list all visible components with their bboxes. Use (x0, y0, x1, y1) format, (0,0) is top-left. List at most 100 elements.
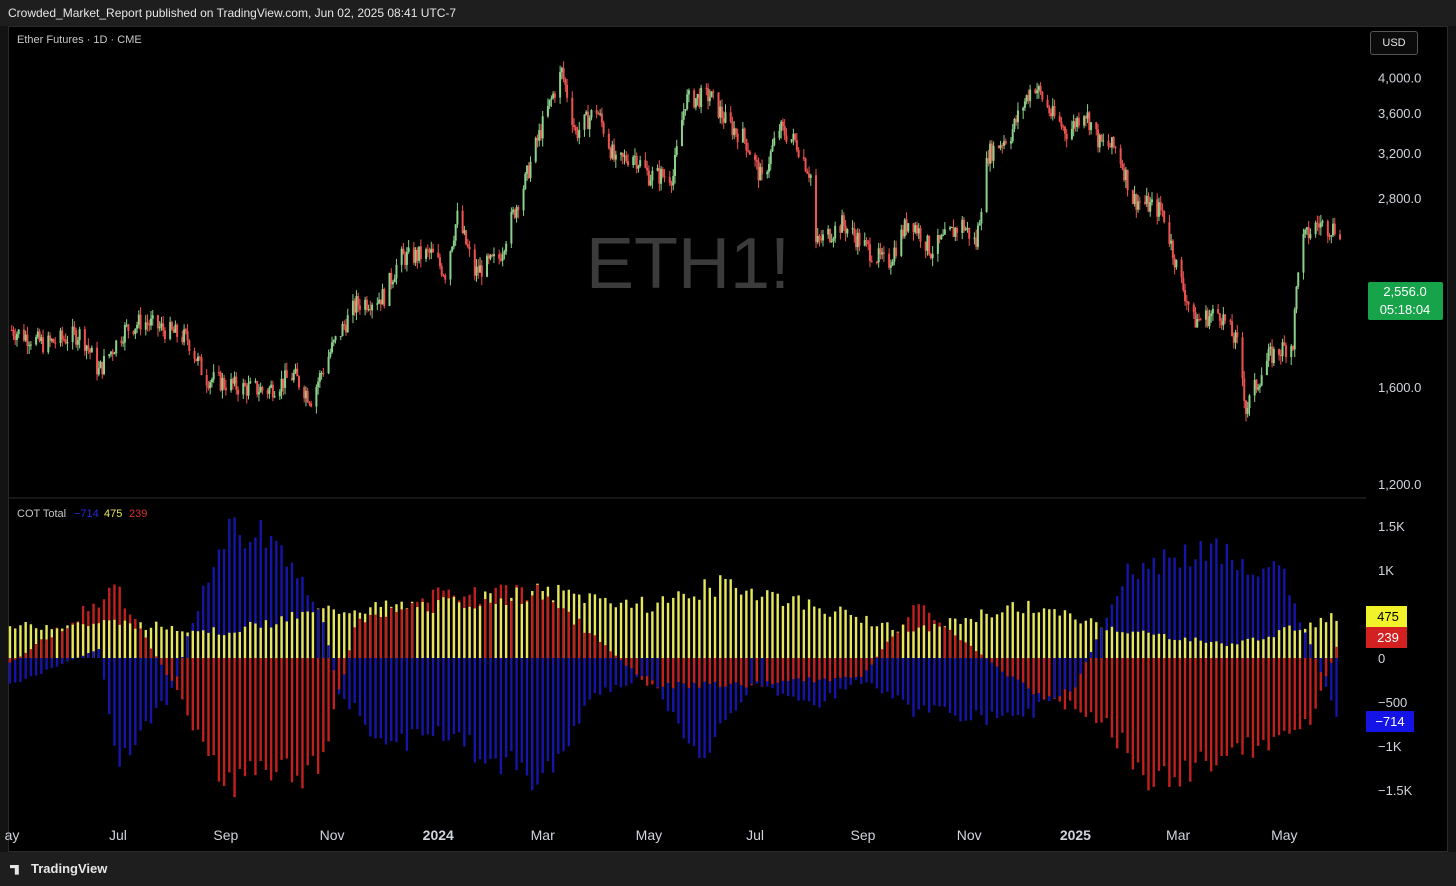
cot-bar (87, 626, 90, 658)
candle-body (755, 159, 758, 162)
cot-bar (734, 658, 738, 683)
candle-body (87, 345, 90, 349)
candle-body (560, 67, 563, 73)
cot-bar (212, 627, 215, 658)
cot-bar (551, 658, 555, 773)
cot-bar (457, 602, 461, 658)
cot-bar (332, 658, 335, 710)
candle-body (1182, 277, 1185, 291)
candle-body (158, 326, 161, 329)
cot-bar (1314, 627, 1317, 658)
cot-bar (275, 658, 278, 773)
cot-bar (1089, 658, 1093, 713)
candle-body (1253, 379, 1256, 396)
cot-bar (254, 537, 257, 658)
candle-body (35, 336, 38, 345)
cot-bar (1241, 559, 1244, 658)
candle-body (172, 329, 175, 333)
candle-body (736, 133, 739, 143)
symbol-label[interactable]: Ether Futures · 1D · CME (17, 34, 142, 46)
candle-body (846, 229, 849, 234)
cot-bar (588, 593, 591, 658)
cot-bar (880, 658, 884, 694)
cot-bar (870, 658, 873, 684)
candle-body (747, 150, 750, 152)
candle-body (1114, 146, 1117, 149)
cot-bar (583, 603, 586, 658)
chart-canvas[interactable]: ETH1! Ether Futures · 1D · CME 4,000.0 3,… (0, 0, 1456, 852)
cot-bar (854, 658, 858, 677)
cot-bar (66, 628, 69, 658)
cot-bar (222, 549, 226, 658)
candle-body (407, 247, 410, 252)
candle-body (285, 370, 288, 378)
cot-bar (416, 607, 419, 658)
candle-body (50, 339, 53, 341)
cot-bar (1168, 557, 1171, 658)
candle-body (780, 121, 783, 131)
candle-body (1314, 222, 1317, 235)
candle-body (461, 210, 464, 234)
cot-tick-label: −1.5K (1378, 783, 1413, 798)
cot-bar (123, 620, 127, 658)
cot-bar (692, 658, 696, 684)
cot-bar (374, 614, 377, 658)
candle-body (915, 225, 918, 234)
cot-bar (285, 621, 288, 658)
cot-bar (390, 658, 393, 741)
cot-bar (724, 658, 727, 720)
tradingview-logo[interactable]: TradingView (10, 861, 107, 876)
cot-bar (149, 627, 153, 658)
candle-series (10, 61, 1341, 422)
cot-tag-yellow-bg (1366, 606, 1407, 627)
cot-bar (604, 597, 607, 658)
cot-bar (222, 658, 226, 786)
cot-bar (1256, 658, 1260, 746)
candle-body (522, 188, 525, 211)
cot-bar (243, 548, 247, 658)
cot-bar (452, 658, 456, 735)
cot-bar (405, 608, 409, 658)
cot-bar (1021, 658, 1025, 717)
cot-bar (280, 658, 283, 760)
candle-body (291, 377, 294, 381)
candle-body (647, 170, 650, 186)
cot-tick-label: 1.5K (1378, 519, 1405, 534)
candle-body (395, 264, 398, 279)
candle-body (783, 126, 786, 136)
candle-body (224, 387, 227, 391)
cot-bar (598, 641, 602, 658)
chart-frame[interactable] (8, 26, 1448, 852)
cot-bar (139, 658, 142, 731)
cot-legend[interactable]: COT Total −714 475 239 (17, 508, 147, 520)
candle-body (318, 373, 321, 382)
cot-bar (238, 535, 241, 658)
cot-bar (786, 603, 790, 658)
candle-body (790, 139, 793, 142)
candle-body (249, 381, 252, 384)
cot-bar (400, 658, 403, 734)
cot-bar (698, 658, 701, 758)
candle-body (637, 166, 640, 169)
cot-bar (980, 654, 983, 658)
cot-bar (1204, 658, 1208, 761)
cot-bar (619, 602, 623, 658)
candle-body (952, 227, 955, 237)
cot-bar (473, 608, 477, 658)
candle-body (855, 235, 858, 248)
candle-body (24, 334, 27, 341)
cot-bar (45, 639, 48, 658)
candle-body (332, 340, 335, 343)
candle-body (449, 251, 452, 280)
candle-body (541, 116, 544, 139)
candle-body (700, 87, 703, 107)
candle-body (1022, 107, 1025, 111)
cot-bar (1131, 631, 1135, 658)
candle-body (163, 330, 166, 340)
currency-button[interactable]: USD (1370, 31, 1418, 55)
candle-body (538, 130, 541, 141)
candle-body (820, 238, 823, 241)
candle-body (1290, 346, 1293, 358)
cot-bar (1330, 613, 1333, 658)
cot-bar (870, 626, 873, 658)
